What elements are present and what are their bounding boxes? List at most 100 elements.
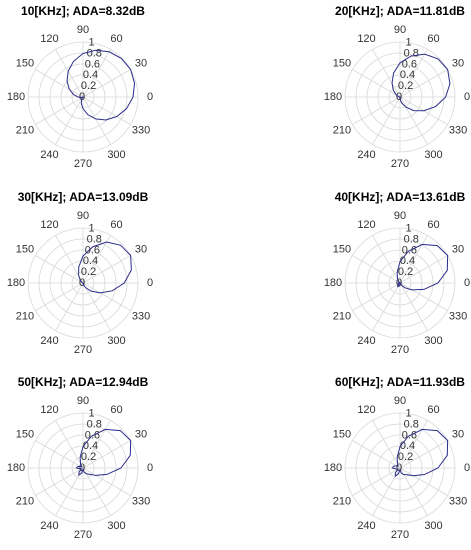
angle-tick-label: 150: [16, 243, 34, 255]
grid-spoke: [372, 235, 401, 284]
angle-tick-label: 330: [449, 310, 467, 322]
pattern-line: [391, 53, 451, 112]
angle-tick-label: 90: [394, 24, 406, 36]
angle-tick-label: 150: [333, 243, 351, 255]
grid-spoke: [35, 69, 84, 98]
angle-tick-label: 180: [324, 277, 342, 289]
angle-tick-label: 90: [394, 210, 406, 222]
angle-tick-label: 180: [7, 277, 25, 289]
angle-tick-label: 30: [135, 57, 147, 69]
radial-tick-label: 0.2: [81, 451, 96, 463]
angle-tick-label: 330: [132, 310, 150, 322]
angle-tick-label: 0: [147, 462, 153, 474]
radial-tick-label: 1: [89, 37, 95, 49]
grid-spoke: [399, 255, 448, 284]
angle-tick-label: 300: [424, 335, 442, 347]
pattern-line: [75, 428, 132, 477]
radial-tick-label: 0.4: [83, 255, 98, 267]
grid-spoke: [82, 69, 131, 98]
grid-spoke: [35, 467, 84, 496]
radial-tick-label: 0.8: [404, 419, 419, 431]
grid-spoke: [352, 440, 401, 469]
angle-tick-label: 60: [427, 404, 439, 416]
radial-tick-label: 1: [406, 37, 412, 49]
radial-tick-label: 1: [406, 408, 412, 420]
angle-tick-label: 180: [324, 462, 342, 474]
angle-tick-label: 30: [135, 243, 147, 255]
grid-spoke: [55, 420, 84, 469]
angle-tick-label: 60: [427, 219, 439, 231]
grid-spoke: [82, 440, 131, 469]
angle-tick-label: 0: [464, 91, 470, 103]
angle-tick-label: 120: [357, 219, 375, 231]
radial-tick-label: 0.4: [400, 69, 415, 81]
radial-tick-label: 0.4: [83, 69, 98, 81]
grid-spoke: [399, 467, 448, 496]
angle-tick-label: 150: [16, 428, 34, 440]
angle-tick-label: 210: [16, 310, 34, 322]
angle-tick-label: 270: [74, 529, 92, 541]
grid-spoke: [55, 49, 84, 98]
angle-tick-label: 60: [110, 33, 122, 45]
angle-tick-label: 30: [452, 428, 464, 440]
angle-tick-label: 240: [357, 335, 375, 347]
radial-tick-label: 0.6: [402, 58, 417, 70]
angle-tick-label: 300: [424, 149, 442, 161]
angle-tick-label: 30: [452, 57, 464, 69]
angle-tick-label: 240: [357, 520, 375, 532]
grid-spoke: [399, 467, 428, 516]
grid-spoke: [352, 467, 401, 496]
angle-tick-label: 330: [449, 495, 467, 507]
pattern-line: [396, 243, 449, 291]
angle-tick-label: 210: [16, 124, 34, 136]
pattern-line: [391, 428, 449, 478]
angle-tick-label: 180: [7, 91, 25, 103]
angle-tick-label: 30: [452, 243, 464, 255]
angle-tick-label: 180: [7, 462, 25, 474]
angle-tick-label: 150: [333, 428, 351, 440]
grid-spoke: [399, 420, 428, 469]
grid-spoke: [372, 96, 401, 145]
grid-spoke: [35, 96, 84, 125]
grid-spoke: [352, 96, 401, 125]
grid-spoke: [82, 467, 111, 516]
radial-tick-label: 0.4: [400, 440, 415, 452]
radial-tick-label: 0.2: [398, 266, 413, 278]
angle-tick-label: 240: [40, 520, 58, 532]
angle-tick-label: 240: [40, 149, 58, 161]
radial-tick-label: 0.4: [400, 255, 415, 267]
chart-title: 60[KHz]; ADA=11.93dB: [335, 375, 465, 389]
angle-tick-label: 210: [333, 310, 351, 322]
radial-tick-label: 0.4: [83, 440, 98, 452]
angle-tick-label: 0: [464, 277, 470, 289]
grid-spoke: [399, 282, 428, 331]
grid-spoke: [399, 49, 428, 98]
angle-tick-label: 330: [132, 124, 150, 136]
grid-spoke: [82, 49, 111, 98]
angle-tick-label: 330: [132, 495, 150, 507]
radial-tick-label: 1: [89, 223, 95, 235]
radial-tick-label: 0.6: [85, 244, 100, 256]
angle-tick-label: 90: [394, 395, 406, 407]
radial-tick-label: 0.2: [81, 266, 96, 278]
grid-spoke: [82, 282, 131, 311]
chart-title: 10[KHz]; ADA=8.32dB: [21, 4, 145, 18]
angle-tick-label: 120: [40, 219, 58, 231]
radial-tick-label: 0.2: [398, 451, 413, 463]
angle-tick-label: 270: [391, 158, 409, 170]
angle-tick-label: 90: [77, 395, 89, 407]
radial-tick-label: 0: [396, 462, 402, 474]
angle-tick-label: 300: [107, 149, 125, 161]
grid-spoke: [82, 96, 131, 125]
angle-tick-label: 60: [427, 33, 439, 45]
grid-spoke: [82, 235, 111, 284]
radial-tick-label: 1: [89, 408, 95, 420]
angle-tick-label: 120: [40, 404, 58, 416]
angle-tick-label: 300: [107, 335, 125, 347]
angle-tick-label: 240: [40, 335, 58, 347]
chart-title: 40[KHz]; ADA=13.61dB: [335, 190, 466, 204]
radial-tick-label: 0.8: [404, 48, 419, 60]
grid-spoke: [82, 282, 111, 331]
angle-tick-label: 120: [40, 33, 58, 45]
